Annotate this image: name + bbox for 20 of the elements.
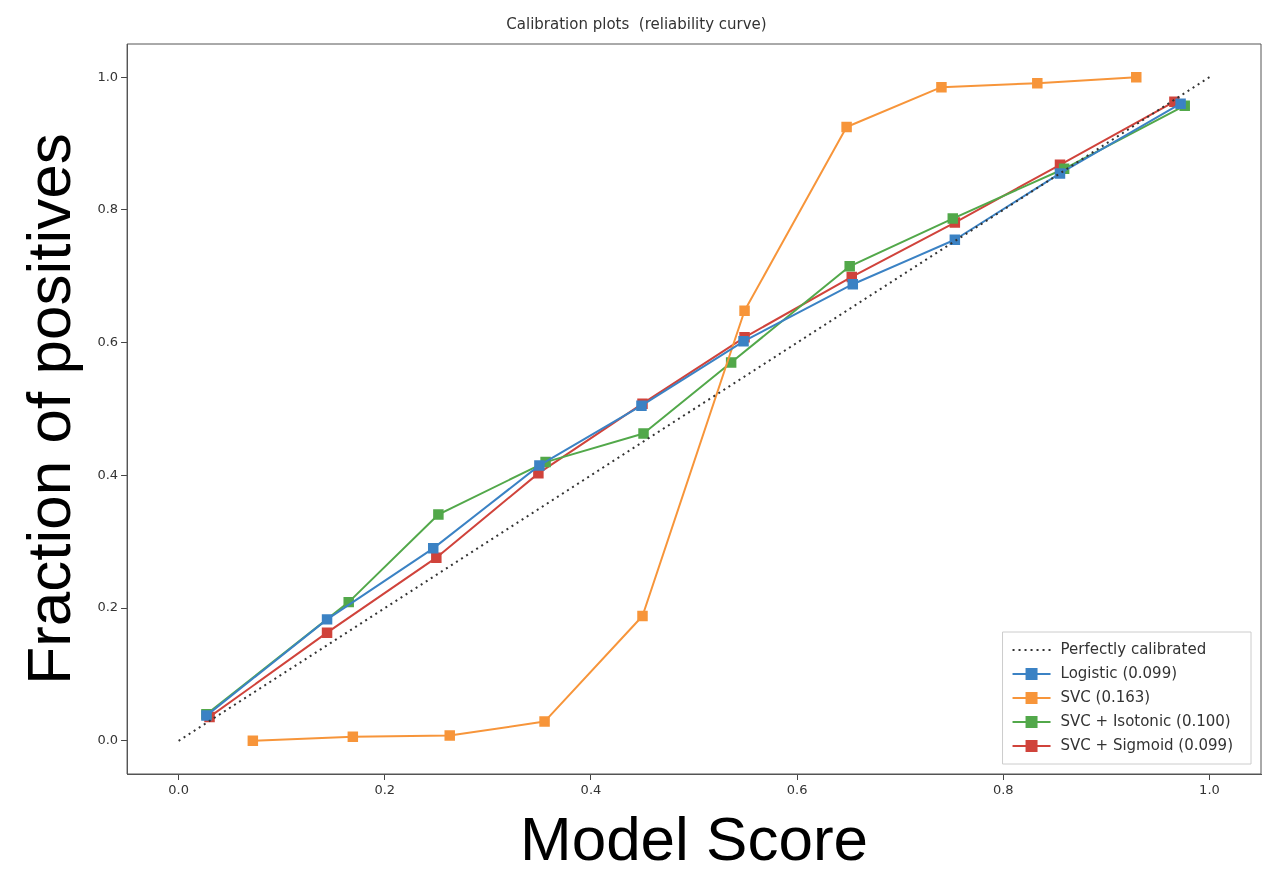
legend-label: SVC + Sigmoid (0.099) [1060, 735, 1234, 754]
x-tick-label: 0.6 [786, 782, 808, 798]
y-axis-title: Fraction of positives [14, 133, 84, 685]
legend-label: Logistic (0.099) [1060, 663, 1178, 682]
legend-label: SVC (0.163) [1060, 687, 1151, 706]
y-tick-label: 1.0 [97, 68, 119, 84]
y-tick-label: 0.8 [97, 201, 119, 217]
y-tick-label: 0.4 [97, 466, 119, 482]
x-tick-label: 0.4 [580, 782, 602, 798]
x-axis-title: Model Score [520, 803, 869, 873]
chart-title: Calibration plots (reliability curve) [506, 14, 767, 33]
x-tick-label: 1.0 [1199, 782, 1220, 798]
x-tick-label: 0.0 [168, 782, 189, 798]
x-tick-label: 0.8 [992, 782, 1014, 798]
y-tick-label: 0.2 [97, 599, 119, 615]
legend-label: Perfectly calibrated [1060, 639, 1207, 658]
y-tick-label: 0.0 [97, 732, 119, 748]
x-tick-label: 0.2 [374, 782, 396, 798]
y-tick-label: 0.6 [97, 334, 119, 350]
legend-label: SVC + Isotonic (0.100) [1060, 711, 1231, 730]
